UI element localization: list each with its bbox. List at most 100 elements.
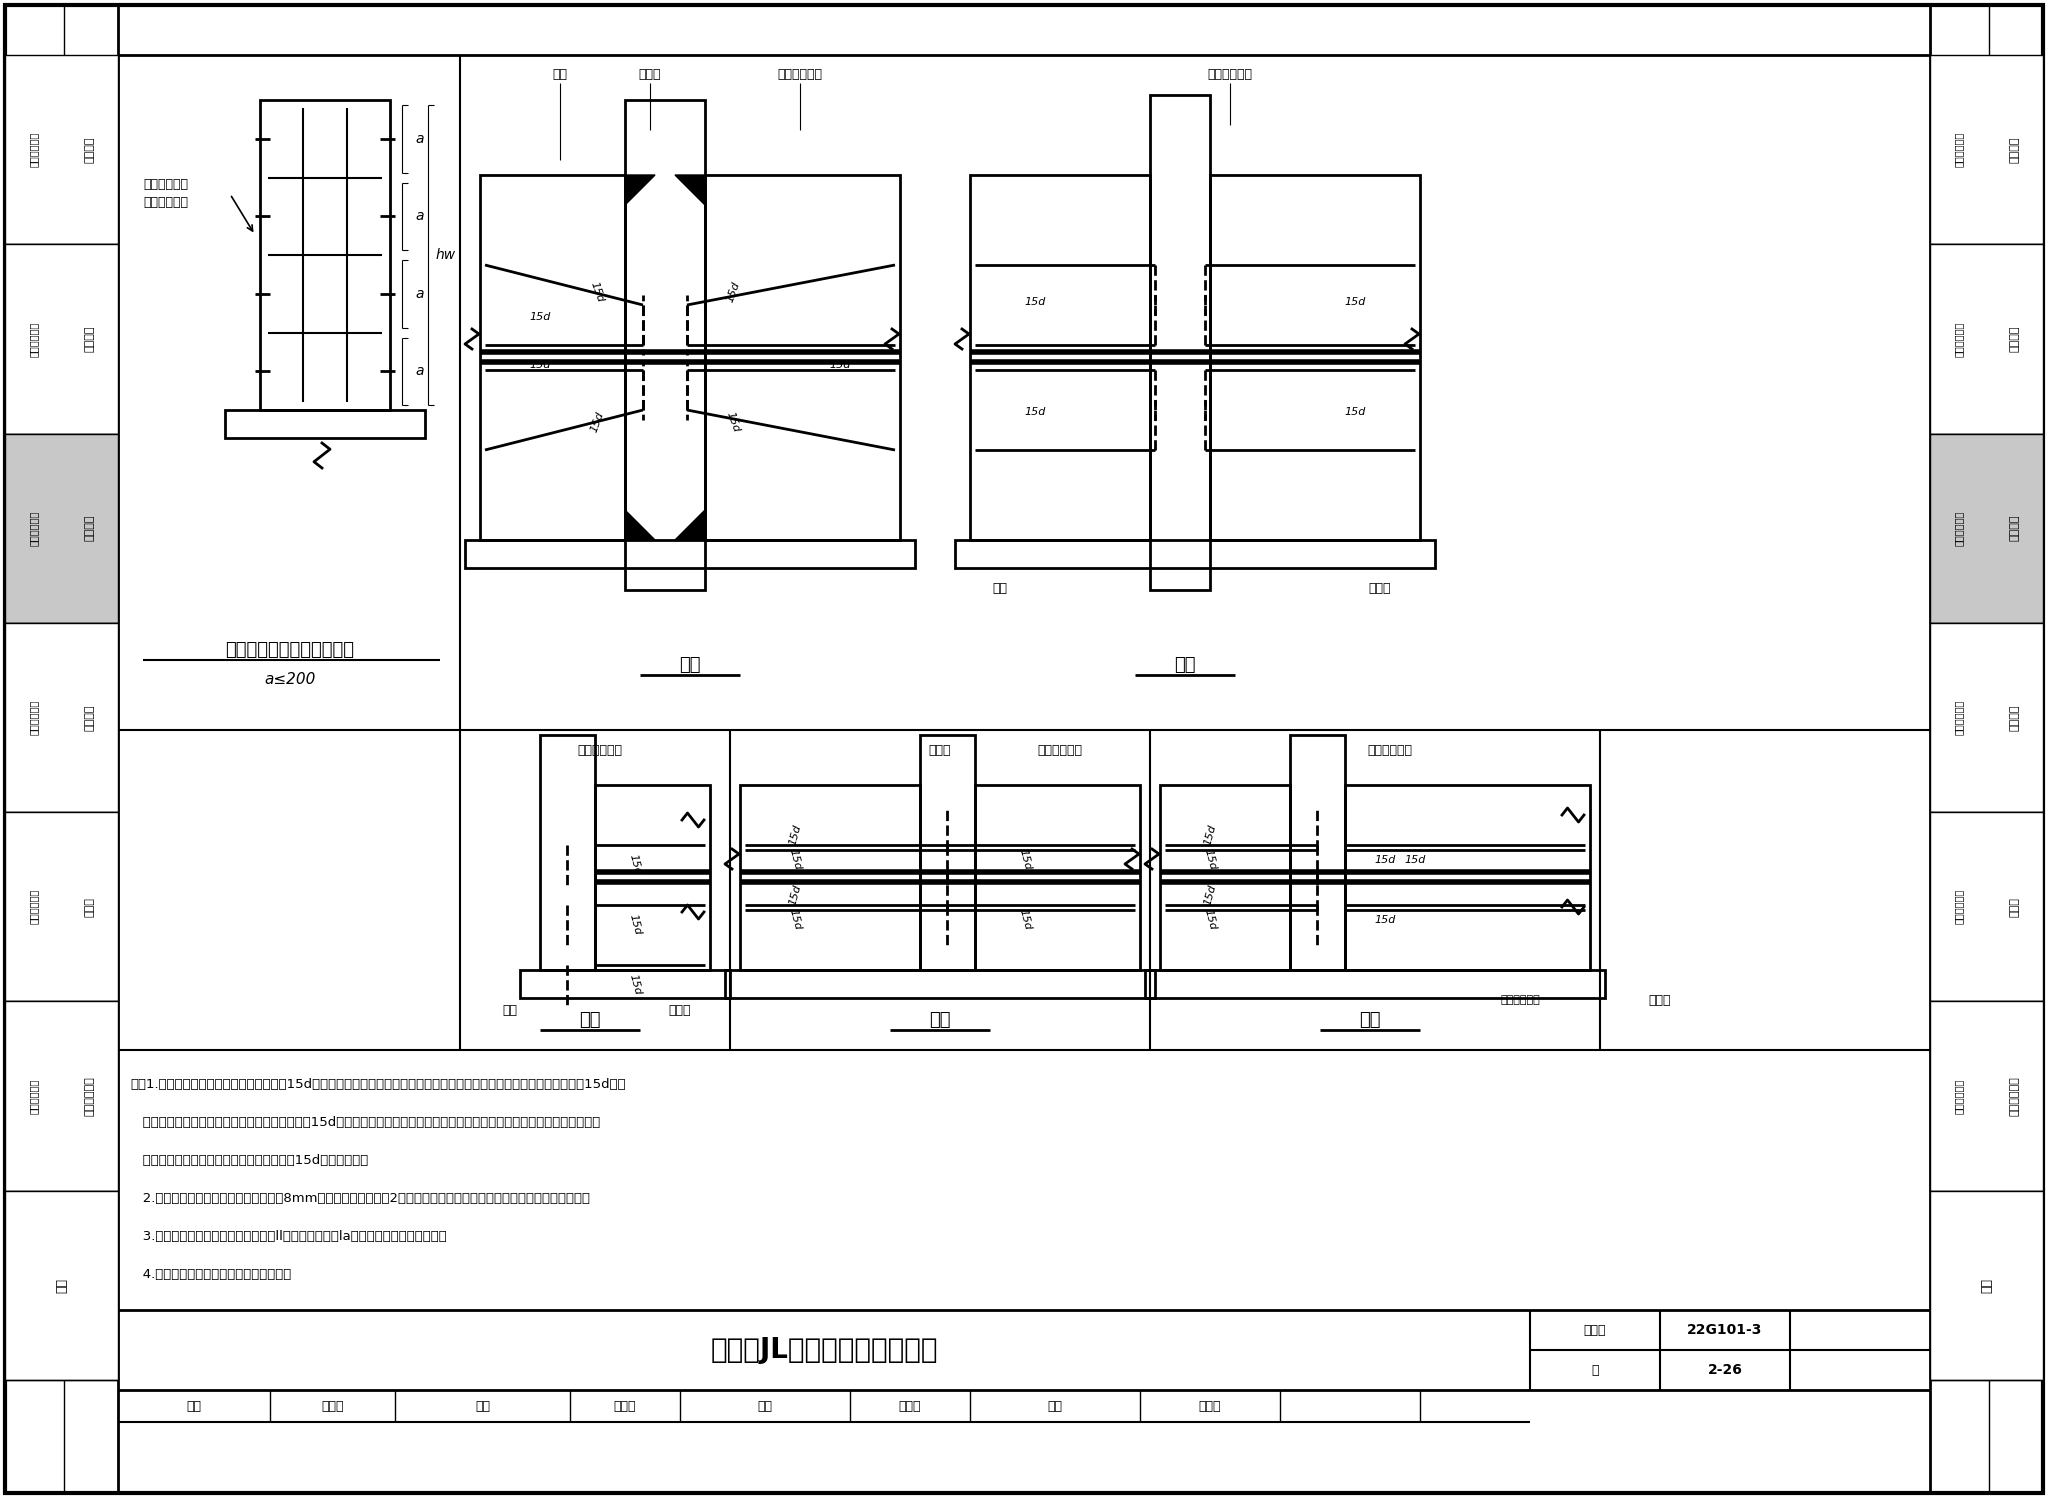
Bar	[1929, 1191, 2044, 1380]
Text: 桩基础: 桩基础	[2009, 897, 2019, 917]
Bar	[4, 623, 119, 812]
Text: 复查叫: 复查叫	[614, 1399, 637, 1413]
Text: 黄志刚: 黄志刚	[322, 1399, 344, 1413]
Text: 15d: 15d	[627, 854, 643, 876]
Text: 标准构造详图: 标准构造详图	[29, 700, 39, 736]
Text: 15d: 15d	[829, 360, 850, 370]
Text: 图一）；当无柱时，侧面构造纵筋锚入交叉梁内15d（见图四）。丁字相交的基础梁，当相交位置无柱时，横梁外侧的构造纵筋: 图一）；当无柱时，侧面构造纵筋锚入交叉梁内15d（见图四）。丁字相交的基础梁，当…	[129, 1116, 600, 1129]
Polygon shape	[625, 175, 655, 205]
Bar	[1210, 175, 1419, 539]
Bar	[4, 1002, 119, 1191]
Text: 基础梁: 基础梁	[670, 1004, 692, 1017]
Text: 设计: 设计	[1047, 1399, 1063, 1413]
Text: 标准构造详图: 标准构造详图	[1954, 890, 1964, 924]
Text: 3.基础梁侧面受扭纵筋的搭接长度为ll，其锚固长度为la，锚固方式同梁上部纵筋。: 3.基础梁侧面受扭纵筋的搭接长度为ll，其锚固长度为la，锚固方式同梁上部纵筋。	[129, 1230, 446, 1243]
Text: 基础梁: 基础梁	[928, 743, 950, 756]
Text: a: a	[416, 364, 424, 379]
Bar	[1929, 433, 2044, 623]
Bar	[1151, 94, 1210, 590]
Text: a≤200: a≤200	[264, 673, 315, 688]
Bar	[225, 410, 426, 437]
Text: 标准构造详图: 标准构造详图	[29, 890, 39, 924]
Text: 侧面构造纵筋: 侧面构造纵筋	[143, 178, 188, 192]
Text: a: a	[416, 286, 424, 301]
Bar	[520, 971, 729, 998]
Bar	[596, 785, 711, 971]
Text: 15d: 15d	[786, 908, 803, 932]
Text: 22G101-3: 22G101-3	[1688, 1323, 1763, 1338]
Text: 15d: 15d	[1202, 884, 1219, 906]
Text: 基础梁JL侧面构造纵筋和拉筋: 基础梁JL侧面构造纵筋和拉筋	[711, 1336, 938, 1365]
Polygon shape	[676, 509, 705, 539]
Text: 基础相关构造: 基础相关构造	[2009, 1076, 2019, 1116]
Text: 基础梁: 基础梁	[639, 69, 662, 81]
Bar	[1346, 785, 1589, 971]
Text: 刘雨冬: 刘雨冬	[1198, 1399, 1221, 1413]
Text: 15d: 15d	[1202, 848, 1219, 872]
Text: 标准构造详图: 标准构造详图	[29, 1079, 39, 1113]
Text: 附录: 附录	[1980, 1278, 1993, 1293]
Text: 15d: 15d	[627, 914, 643, 936]
Bar	[705, 175, 899, 539]
Text: 15d: 15d	[725, 410, 741, 434]
Text: 标准构造详图: 标准构造详图	[1954, 700, 1964, 736]
Text: 15d: 15d	[1374, 855, 1395, 864]
Bar	[4, 1191, 119, 1380]
Bar	[975, 785, 1141, 971]
Text: 条形基础: 条形基础	[2009, 515, 2019, 541]
Text: 应贯通，横梁内侧的构造纵筋锚入交叉梁内15d（见图五）。: 应贯通，横梁内侧的构造纵筋锚入交叉梁内15d（见图五）。	[129, 1155, 369, 1167]
Text: 15d: 15d	[1374, 915, 1395, 924]
Text: hw: hw	[436, 249, 457, 262]
Text: 15d: 15d	[786, 884, 803, 906]
Text: 15d: 15d	[588, 280, 606, 304]
Text: 15d: 15d	[1024, 407, 1047, 416]
Text: 侧面构造钢筋: 侧面构造钢筋	[1208, 69, 1253, 81]
Text: 图四: 图四	[930, 1011, 950, 1029]
Text: 标准构造详图: 标准构造详图	[29, 132, 39, 168]
Text: 一般构造: 一般构造	[84, 136, 94, 163]
Text: 基础梁: 基础梁	[1649, 993, 1671, 1007]
Bar	[1290, 736, 1346, 971]
Bar	[1929, 623, 2044, 812]
Bar	[1929, 55, 2044, 244]
Text: 审核: 审核	[186, 1399, 201, 1413]
Bar	[260, 100, 389, 410]
Text: 15d: 15d	[1202, 824, 1219, 846]
Text: 侧面构造钢筋: 侧面构造钢筋	[778, 69, 823, 81]
Text: 条形基础: 条形基础	[84, 515, 94, 541]
Bar	[1929, 1002, 2044, 1191]
Polygon shape	[676, 175, 705, 205]
Text: 标准构造详图: 标准构造详图	[1954, 511, 1964, 545]
Text: 筏形基础: 筏形基础	[2009, 704, 2019, 731]
Text: 详见具体设计: 详见具体设计	[143, 196, 188, 210]
Text: 独立基础: 独立基础	[2009, 325, 2019, 352]
Text: 15d: 15d	[1018, 908, 1032, 932]
Text: 桩基础: 桩基础	[84, 897, 94, 917]
Text: 15d: 15d	[786, 848, 803, 872]
Text: 图三: 图三	[580, 1011, 600, 1029]
Text: 15d: 15d	[1405, 855, 1425, 864]
Bar	[4, 433, 119, 623]
Text: 侧面构造钢筋: 侧面构造钢筋	[578, 743, 623, 756]
Text: 附录: 附录	[55, 1278, 68, 1293]
Text: a: a	[416, 210, 424, 223]
Text: 图一: 图一	[680, 656, 700, 674]
Text: 基础梁: 基础梁	[1368, 581, 1391, 595]
Text: 标准构造详图: 标准构造详图	[1954, 1079, 1964, 1113]
Bar	[479, 175, 625, 539]
Text: 页: 页	[1591, 1363, 1599, 1377]
Text: 基础梁侧面构造纵筋和拉筋: 基础梁侧面构造纵筋和拉筋	[225, 641, 354, 659]
Text: 15d: 15d	[725, 280, 741, 304]
Bar	[4, 244, 119, 433]
Bar	[1929, 244, 2044, 433]
Text: 15d: 15d	[786, 824, 803, 846]
Text: 4.本页构造同时适用于梁板式筏形基础。: 4.本页构造同时适用于梁板式筏形基础。	[129, 1269, 291, 1281]
Text: 侧面构造钢筋: 侧面构造钢筋	[1038, 743, 1083, 756]
Text: 刘国辉: 刘国辉	[899, 1399, 922, 1413]
Text: 15d: 15d	[528, 312, 551, 322]
Text: 15d: 15d	[627, 974, 643, 996]
Bar	[725, 971, 1155, 998]
Text: 15d: 15d	[1343, 297, 1366, 307]
Text: 图集号: 图集号	[1583, 1324, 1606, 1336]
Bar	[4, 55, 119, 244]
